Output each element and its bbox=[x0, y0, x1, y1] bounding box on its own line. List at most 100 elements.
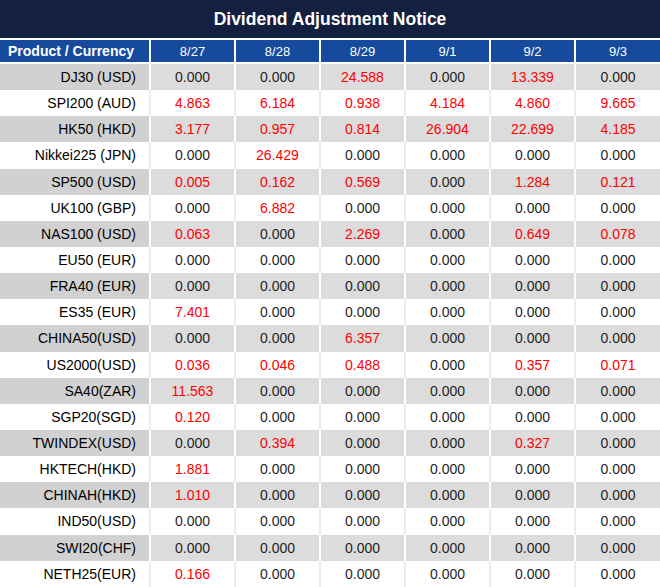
value-cell: 4.185 bbox=[575, 116, 660, 142]
value-cell: 0.000 bbox=[575, 561, 660, 587]
value-cell: 0.000 bbox=[320, 535, 405, 561]
value-cell: 0.000 bbox=[150, 195, 235, 221]
value-cell: 0.000 bbox=[405, 561, 490, 587]
value-cell: 0.394 bbox=[235, 430, 320, 456]
value-cell: 0.000 bbox=[320, 404, 405, 430]
value-cell: 7.401 bbox=[150, 299, 235, 325]
date-header-2: 8/29 bbox=[320, 40, 405, 63]
value-cell: 0.000 bbox=[405, 352, 490, 378]
value-cell: 0.036 bbox=[150, 352, 235, 378]
dividend-notice-page: Dividend Adjustment Notice Product / Cur… bbox=[0, 0, 660, 587]
value-cell: 0.063 bbox=[150, 221, 235, 247]
value-cell: 0.000 bbox=[490, 299, 575, 325]
value-cell: 0.000 bbox=[235, 63, 320, 90]
product-cell: HK50 (HKD) bbox=[0, 116, 150, 142]
value-cell: 0.000 bbox=[490, 273, 575, 299]
value-cell: 0.000 bbox=[490, 195, 575, 221]
table-row: HKTECH(HKD)1.8810.0000.0000.0000.0000.00… bbox=[0, 456, 660, 482]
value-cell: 0.000 bbox=[405, 221, 490, 247]
value-cell: 0.000 bbox=[490, 535, 575, 561]
value-cell: 0.000 bbox=[405, 247, 490, 273]
value-cell: 4.860 bbox=[490, 90, 575, 116]
value-cell: 0.000 bbox=[575, 299, 660, 325]
product-cell: Nikkei225 (JPN) bbox=[0, 142, 150, 168]
value-cell: 0.000 bbox=[150, 508, 235, 534]
product-cell: FRA40 (EUR) bbox=[0, 273, 150, 299]
value-cell: 13.339 bbox=[490, 63, 575, 90]
value-cell: 0.000 bbox=[575, 273, 660, 299]
value-cell: 0.000 bbox=[150, 142, 235, 168]
value-cell: 0.000 bbox=[320, 378, 405, 404]
value-cell: 0.000 bbox=[575, 508, 660, 534]
value-cell: 0.000 bbox=[320, 247, 405, 273]
table-row: SP500 (USD)0.0050.1620.5690.0001.2840.12… bbox=[0, 169, 660, 195]
value-cell: 0.000 bbox=[150, 430, 235, 456]
product-cell: ES35 (EUR) bbox=[0, 299, 150, 325]
value-cell: 1.010 bbox=[150, 482, 235, 508]
value-cell: 0.000 bbox=[235, 508, 320, 534]
value-cell: 3.177 bbox=[150, 116, 235, 142]
table-row: Nikkei225 (JPN)0.00026.4290.0000.0000.00… bbox=[0, 142, 660, 168]
value-cell: 0.569 bbox=[320, 169, 405, 195]
value-cell: 0.000 bbox=[320, 195, 405, 221]
value-cell: 0.000 bbox=[575, 63, 660, 90]
value-cell: 0.000 bbox=[150, 247, 235, 273]
table-row: SPI200 (AUD)4.8636.1840.9384.1844.8609.6… bbox=[0, 90, 660, 116]
value-cell: 0.000 bbox=[235, 535, 320, 561]
value-cell: 0.000 bbox=[320, 508, 405, 534]
value-cell: 2.269 bbox=[320, 221, 405, 247]
value-cell: 0.649 bbox=[490, 221, 575, 247]
value-cell: 0.000 bbox=[320, 561, 405, 587]
value-cell: 0.166 bbox=[150, 561, 235, 587]
date-header-5: 9/3 bbox=[575, 40, 660, 63]
product-cell: CHINAH(HKD) bbox=[0, 482, 150, 508]
header-row: Product / Currency 8/278/288/299/19/29/3 bbox=[0, 40, 660, 63]
table-row: SWI20(CHF)0.0000.0000.0000.0000.0000.000 bbox=[0, 535, 660, 561]
date-header-1: 8/28 bbox=[235, 40, 320, 63]
value-cell: 0.121 bbox=[575, 169, 660, 195]
value-cell: 0.000 bbox=[575, 325, 660, 351]
value-cell: 0.000 bbox=[235, 404, 320, 430]
value-cell: 0.000 bbox=[405, 169, 490, 195]
value-cell: 0.000 bbox=[490, 142, 575, 168]
value-cell: 0.000 bbox=[490, 508, 575, 534]
value-cell: 0.000 bbox=[405, 195, 490, 221]
table-row: SGP20(SGD)0.1200.0000.0000.0000.0000.000 bbox=[0, 404, 660, 430]
value-cell: 0.000 bbox=[490, 456, 575, 482]
table-row: UK100 (GBP)0.0006.8820.0000.0000.0000.00… bbox=[0, 195, 660, 221]
product-cell: HKTECH(HKD) bbox=[0, 456, 150, 482]
value-cell: 0.162 bbox=[235, 169, 320, 195]
value-cell: 0.000 bbox=[320, 456, 405, 482]
value-cell: 1.284 bbox=[490, 169, 575, 195]
value-cell: 0.000 bbox=[575, 195, 660, 221]
table-row: CHINAH(HKD)1.0100.0000.0000.0000.0000.00… bbox=[0, 482, 660, 508]
product-cell: IND50(USD) bbox=[0, 508, 150, 534]
table-row: US2000(USD)0.0360.0460.4880.0000.3570.07… bbox=[0, 352, 660, 378]
value-cell: 0.938 bbox=[320, 90, 405, 116]
table-row: TWINDEX(USD)0.0000.3940.0000.0000.3270.0… bbox=[0, 430, 660, 456]
product-currency-header: Product / Currency bbox=[0, 40, 150, 63]
date-header-0: 8/27 bbox=[150, 40, 235, 63]
value-cell: 0.488 bbox=[320, 352, 405, 378]
value-cell: 0.000 bbox=[405, 273, 490, 299]
value-cell: 0.000 bbox=[575, 535, 660, 561]
product-cell: SWI20(CHF) bbox=[0, 535, 150, 561]
value-cell: 6.184 bbox=[235, 90, 320, 116]
table-row: DJ30 (USD)0.0000.00024.5880.00013.3390.0… bbox=[0, 63, 660, 90]
product-cell: NAS100 (USD) bbox=[0, 221, 150, 247]
value-cell: 4.863 bbox=[150, 90, 235, 116]
value-cell: 0.000 bbox=[575, 430, 660, 456]
product-cell: SPI200 (AUD) bbox=[0, 90, 150, 116]
value-cell: 0.000 bbox=[150, 325, 235, 351]
product-cell: EU50 (EUR) bbox=[0, 247, 150, 273]
value-cell: 0.000 bbox=[405, 325, 490, 351]
value-cell: 11.563 bbox=[150, 378, 235, 404]
title-bar: Dividend Adjustment Notice bbox=[0, 0, 660, 40]
value-cell: 0.000 bbox=[575, 456, 660, 482]
value-cell: 0.000 bbox=[320, 430, 405, 456]
page-title: Dividend Adjustment Notice bbox=[214, 9, 447, 30]
value-cell: 6.882 bbox=[235, 195, 320, 221]
date-header-4: 9/2 bbox=[490, 40, 575, 63]
value-cell: 0.000 bbox=[575, 404, 660, 430]
value-cell: 0.000 bbox=[490, 482, 575, 508]
